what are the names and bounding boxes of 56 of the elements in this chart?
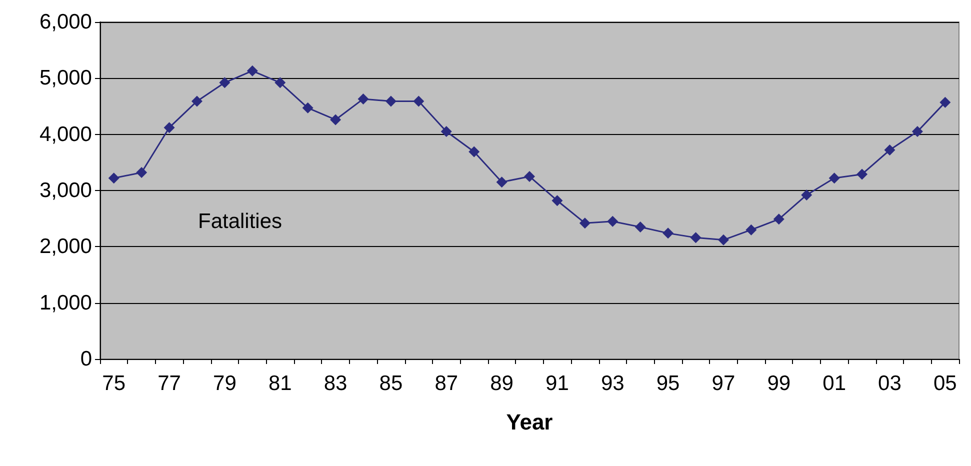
point [579, 218, 590, 229]
y-tick-label: 0 [80, 348, 92, 370]
point [552, 195, 563, 206]
x-tick-label: 83 [324, 372, 348, 395]
point [690, 232, 702, 244]
x-tick-label: 03 [878, 372, 902, 395]
x-tick-label: 97 [712, 372, 736, 395]
x-tick-label: 93 [600, 372, 624, 395]
y-tick-label: 4,000 [39, 122, 92, 146]
annotation: Fatalities [198, 210, 282, 233]
point [136, 167, 148, 178]
x-tick-label: 75 [102, 372, 126, 395]
point [634, 222, 646, 233]
point [912, 126, 923, 138]
point [164, 122, 175, 134]
x-tick-label: 79 [213, 372, 236, 395]
point [246, 65, 258, 76]
point [940, 96, 951, 108]
point [108, 172, 120, 184]
point [828, 172, 840, 184]
x-tick-label: 99 [767, 372, 791, 395]
x-tick-label: 77 [158, 372, 181, 395]
point [385, 96, 396, 107]
y-tick-label: 1,000 [39, 291, 92, 314]
x-tick-label: 91 [546, 372, 569, 395]
point [330, 114, 342, 126]
point [219, 77, 230, 88]
point [773, 214, 784, 225]
y-tick-label: 2,000 [39, 235, 92, 258]
x-axis-title: Year [506, 410, 554, 434]
point [524, 170, 535, 182]
point [358, 93, 369, 104]
point [302, 102, 314, 114]
y-tick-label: 5,000 [39, 66, 92, 90]
point [496, 176, 508, 188]
point [413, 96, 424, 107]
point [662, 228, 674, 239]
point [801, 189, 812, 200]
point [607, 216, 618, 227]
x-tick-label: 95 [656, 372, 680, 395]
y-tick-label: 6,000 [39, 10, 92, 34]
point [856, 168, 868, 180]
x-tick-label: 85 [379, 372, 403, 395]
x-tick-label: 01 [822, 372, 846, 395]
x-tick-label: 81 [268, 372, 292, 395]
point [884, 144, 896, 156]
point [274, 77, 286, 88]
point [191, 96, 202, 107]
point [746, 224, 757, 236]
x-tick-label: 87 [434, 372, 458, 395]
y-tick-label: 3,000 [39, 179, 92, 202]
x-tick-label: 89 [490, 372, 514, 395]
x-tick-label: 05 [933, 372, 957, 395]
point [440, 126, 452, 138]
point [468, 146, 480, 158]
point [718, 234, 729, 246]
